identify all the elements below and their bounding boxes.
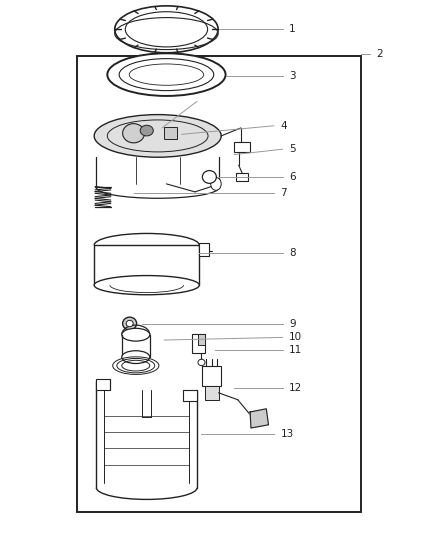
Text: 7: 7 xyxy=(280,188,287,198)
Bar xyxy=(199,243,209,256)
Bar xyxy=(202,366,221,386)
Text: 3: 3 xyxy=(289,71,296,80)
Bar xyxy=(198,334,205,345)
Text: 8: 8 xyxy=(289,248,296,258)
Ellipse shape xyxy=(126,320,133,327)
Bar xyxy=(77,56,361,512)
Bar xyxy=(164,127,177,139)
Text: 4: 4 xyxy=(280,121,287,131)
Text: 13: 13 xyxy=(280,430,293,439)
Bar xyxy=(96,379,110,390)
Ellipse shape xyxy=(94,276,199,295)
Ellipse shape xyxy=(119,59,214,91)
Text: 6: 6 xyxy=(289,172,296,182)
Text: 11: 11 xyxy=(289,345,302,355)
Bar xyxy=(234,142,250,152)
Ellipse shape xyxy=(122,328,150,341)
Text: 2: 2 xyxy=(377,50,383,59)
Ellipse shape xyxy=(140,125,153,136)
Ellipse shape xyxy=(115,6,218,53)
Ellipse shape xyxy=(123,317,137,330)
Polygon shape xyxy=(250,409,268,428)
Text: 5: 5 xyxy=(289,144,296,154)
Bar xyxy=(236,173,248,181)
Text: 9: 9 xyxy=(289,319,296,328)
Ellipse shape xyxy=(211,177,221,190)
Ellipse shape xyxy=(125,12,208,47)
Ellipse shape xyxy=(122,351,150,364)
Bar xyxy=(192,334,205,353)
Text: 10: 10 xyxy=(289,333,302,342)
Bar xyxy=(183,390,197,401)
Ellipse shape xyxy=(123,124,145,143)
Ellipse shape xyxy=(107,53,226,96)
Bar xyxy=(205,386,219,400)
Text: 1: 1 xyxy=(289,25,296,34)
Ellipse shape xyxy=(202,171,216,183)
Ellipse shape xyxy=(94,115,221,157)
Text: 12: 12 xyxy=(289,383,302,393)
Ellipse shape xyxy=(198,359,205,366)
